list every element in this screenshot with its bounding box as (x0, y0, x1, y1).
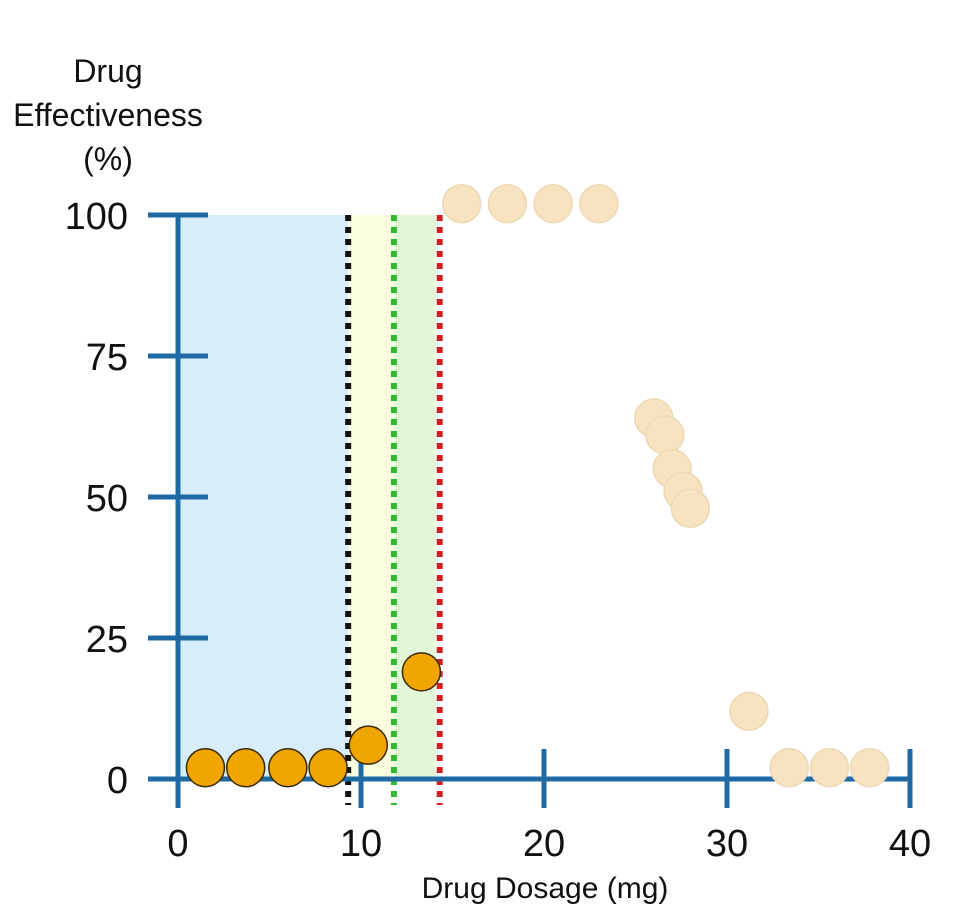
y-tick-label: 75 (86, 337, 128, 379)
x-axis-label: Drug Dosage (mg) (422, 872, 669, 905)
data-point (348, 725, 389, 765)
faded-data-point (849, 747, 890, 788)
tick-labels: 0 25 50 75 100 0 10 20 30 40 (65, 196, 932, 865)
data-point (308, 747, 348, 788)
y-tick-label: 50 (86, 478, 128, 520)
faded-data-point (441, 183, 482, 224)
x-tick-label: 40 (889, 823, 931, 865)
data-point (401, 652, 442, 692)
y-tick-label: 100 (65, 196, 128, 238)
faded-data-point (809, 747, 850, 788)
axis-labels: Drug Effectiveness (%) Drug Dosage (mg) (13, 53, 668, 905)
faded-data-point (769, 747, 809, 788)
faded-data-point (487, 183, 528, 224)
y-tick-label: 0 (107, 760, 128, 802)
faded-data-point (645, 415, 685, 455)
x-tick-label: 30 (706, 823, 748, 865)
y-axis-label-line-3: (%) (83, 141, 133, 177)
x-tick-label: 0 (167, 823, 188, 865)
shaded-region (348, 215, 394, 779)
x-tick-label: 10 (340, 823, 382, 865)
shaded-regions (178, 215, 437, 779)
data-points (185, 183, 890, 788)
data-point (225, 747, 266, 788)
faded-data-point (729, 691, 769, 732)
y-axis-label-line-2: Effectiveness (13, 97, 203, 133)
threshold-lines (345, 215, 443, 805)
shaded-region (393, 215, 437, 779)
faded-data-point (670, 488, 711, 529)
y-axis-label-line-1: Drug (73, 53, 142, 89)
faded-data-point (533, 183, 573, 224)
y-tick-label: 25 (86, 619, 128, 661)
x-tick-label: 20 (523, 823, 565, 865)
faded-data-point (579, 183, 619, 224)
data-point (268, 747, 308, 788)
data-point (185, 747, 226, 788)
